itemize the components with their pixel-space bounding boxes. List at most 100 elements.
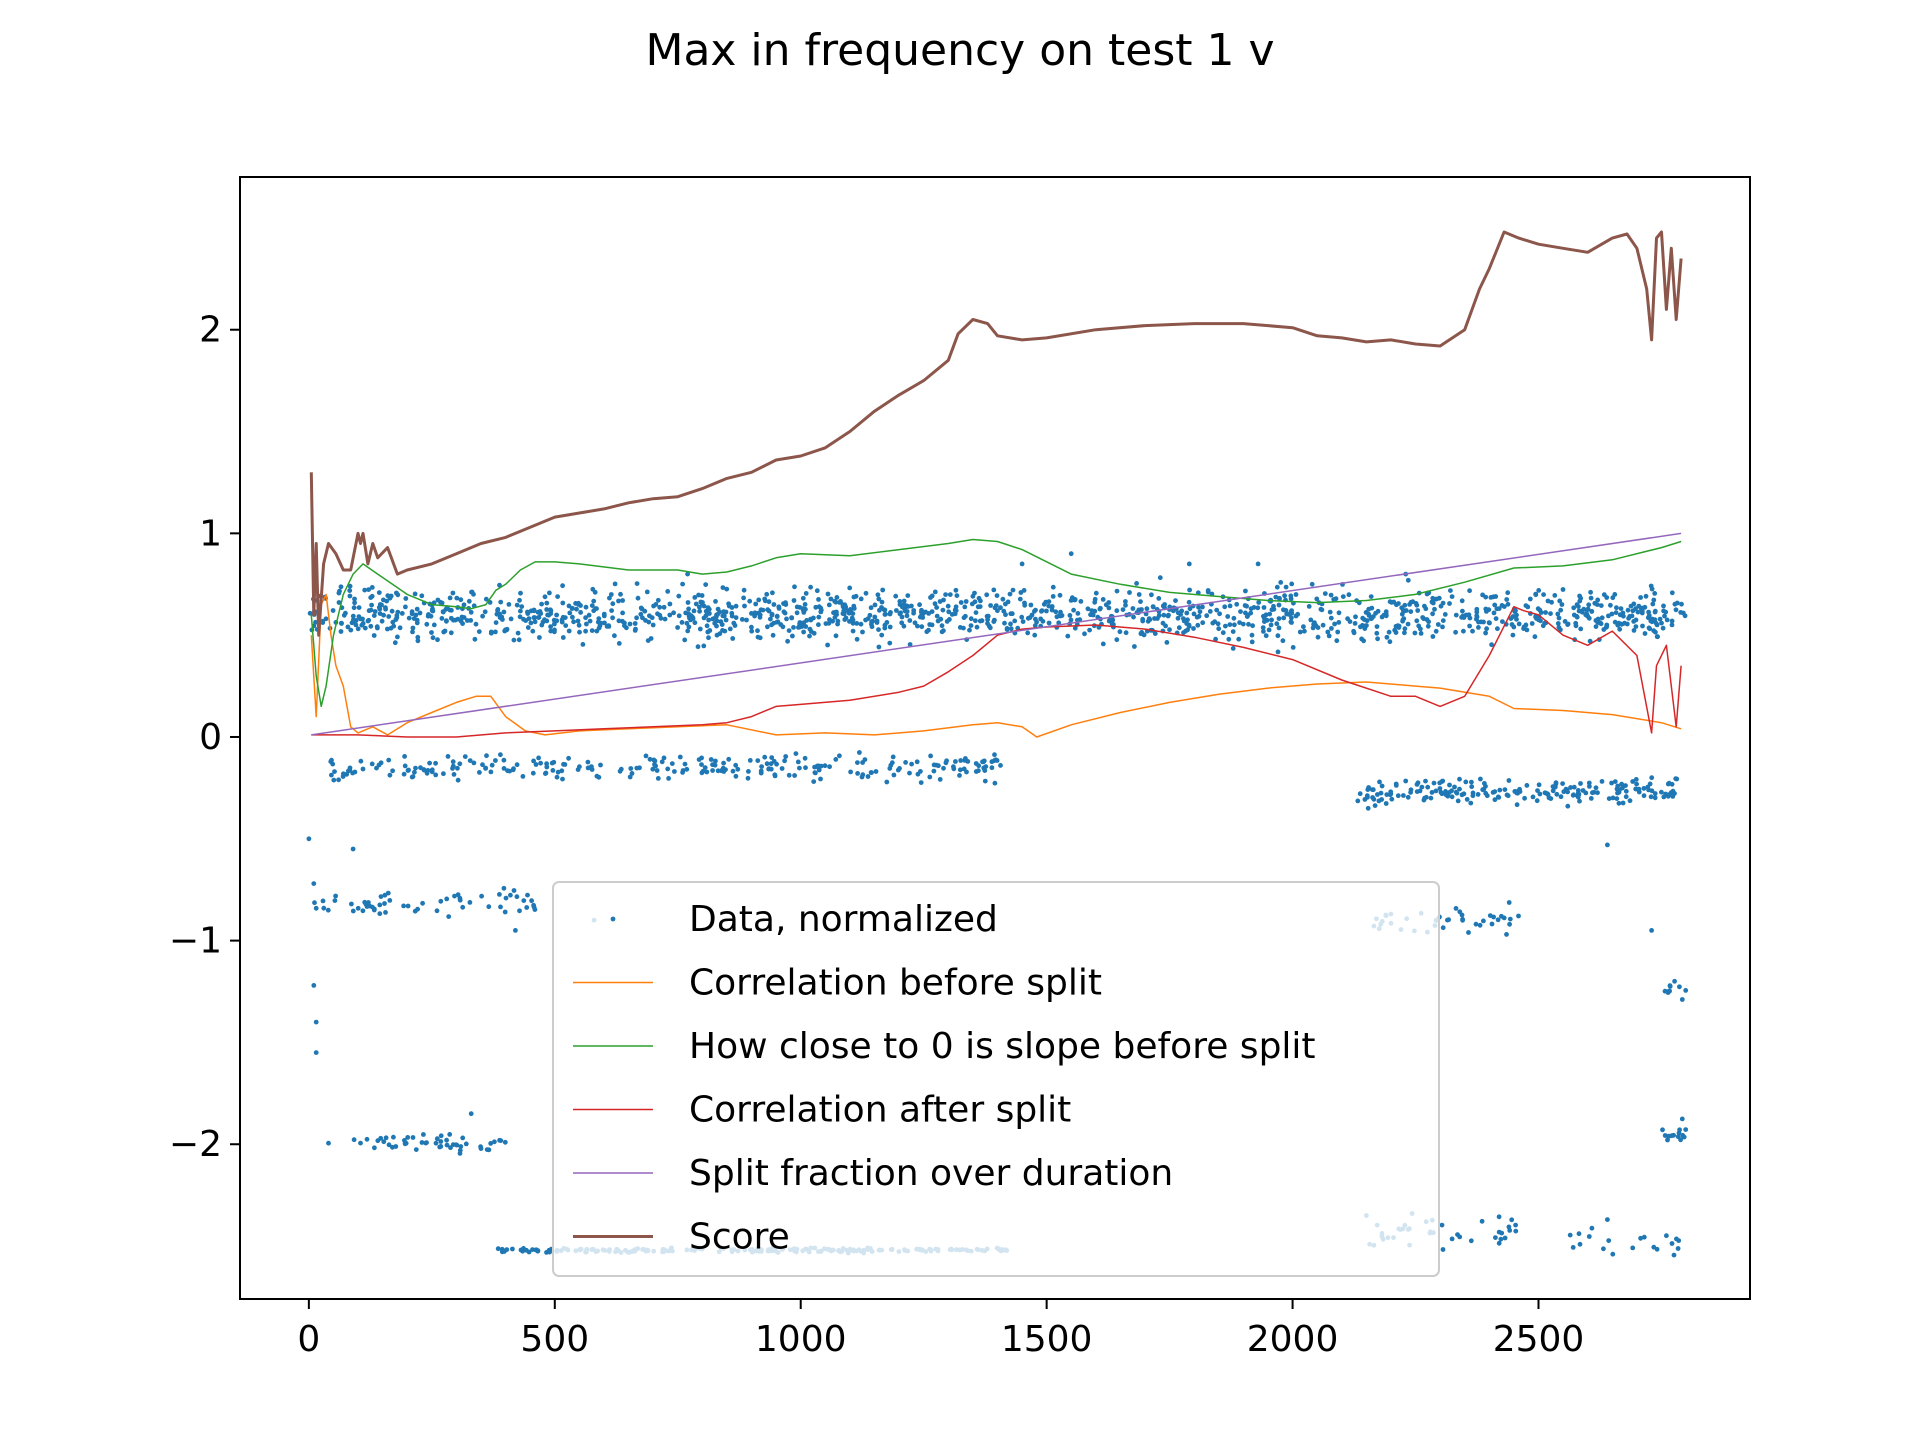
legend-box xyxy=(552,881,1440,1277)
data-point xyxy=(1033,607,1038,613)
data-point xyxy=(530,628,536,634)
data-point xyxy=(963,613,968,619)
data-point xyxy=(542,594,548,600)
data-point xyxy=(1506,900,1512,905)
data-point xyxy=(1510,632,1516,638)
data-point xyxy=(548,624,553,630)
data-point xyxy=(532,619,538,625)
data-point xyxy=(616,598,621,604)
data-point xyxy=(704,769,710,775)
data-point xyxy=(717,609,722,615)
data-point xyxy=(843,615,849,621)
data-point xyxy=(1606,1238,1612,1243)
data-point xyxy=(1516,913,1521,919)
data-point xyxy=(1213,636,1218,642)
data-point xyxy=(508,892,513,898)
data-point xyxy=(830,618,835,624)
data-point xyxy=(726,603,732,609)
data-point xyxy=(463,1141,469,1147)
data-point xyxy=(828,596,834,602)
data-point xyxy=(1509,622,1515,627)
data-point xyxy=(797,605,803,610)
data-point xyxy=(369,602,374,608)
data-point xyxy=(539,601,544,607)
data-point xyxy=(739,617,745,622)
x-tick-label: 500 xyxy=(520,1319,589,1360)
x-tick-label: 0 xyxy=(297,1319,320,1360)
data-point xyxy=(811,779,817,784)
data-point xyxy=(1459,598,1465,604)
data-point xyxy=(578,610,583,615)
data-point xyxy=(425,768,431,773)
data-point xyxy=(1012,618,1018,624)
data-point xyxy=(1683,988,1689,993)
data-point xyxy=(1476,625,1481,630)
data-point xyxy=(785,638,790,644)
data-point xyxy=(1430,595,1436,601)
data-point xyxy=(1449,788,1454,794)
data-point xyxy=(1120,607,1126,612)
data-point xyxy=(395,592,401,598)
data-point xyxy=(993,603,999,608)
data-point xyxy=(414,606,420,612)
data-point xyxy=(650,622,656,628)
data-point xyxy=(1010,587,1016,593)
data-point xyxy=(495,611,501,617)
data-point xyxy=(388,625,394,631)
data-point xyxy=(1498,1236,1504,1242)
data-point xyxy=(1662,988,1668,994)
data-point xyxy=(559,768,565,774)
data-point xyxy=(994,758,1000,763)
data-point xyxy=(457,897,463,903)
data-point xyxy=(667,601,673,607)
data-point xyxy=(506,602,512,607)
data-point xyxy=(1432,606,1437,612)
data-point xyxy=(811,630,817,636)
data-point xyxy=(321,905,327,911)
data-point xyxy=(1641,1234,1647,1240)
data-point xyxy=(1522,795,1527,801)
data-point xyxy=(661,604,667,610)
data-point xyxy=(764,591,770,597)
data-point xyxy=(312,900,317,906)
data-point xyxy=(789,615,794,620)
data-point xyxy=(1217,611,1222,617)
data-point xyxy=(894,608,899,613)
data-point xyxy=(385,626,390,632)
data-point xyxy=(390,619,396,625)
data-point xyxy=(351,1137,357,1143)
data-point xyxy=(1457,776,1462,782)
data-point xyxy=(1255,561,1261,567)
data-point xyxy=(387,772,393,778)
data-point xyxy=(1679,601,1684,607)
data-point xyxy=(1536,588,1542,593)
data-point xyxy=(1414,618,1420,624)
data-point xyxy=(313,1019,319,1025)
data-point xyxy=(1353,614,1358,620)
data-point xyxy=(890,754,896,760)
data-point xyxy=(1496,795,1502,800)
data-point xyxy=(576,600,581,606)
data-point xyxy=(909,761,914,767)
data-point xyxy=(1590,790,1595,796)
data-point xyxy=(1548,611,1553,616)
data-point xyxy=(1467,615,1473,621)
data-point xyxy=(869,619,874,625)
data-point xyxy=(1633,617,1639,623)
data-point xyxy=(1260,625,1266,630)
data-point xyxy=(387,898,393,903)
data-point xyxy=(1383,801,1389,806)
data-point xyxy=(371,613,377,618)
data-point xyxy=(1573,623,1579,629)
data-point xyxy=(893,593,899,599)
data-point xyxy=(1325,629,1331,635)
data-point xyxy=(1492,602,1498,608)
data-point xyxy=(348,627,354,633)
data-point xyxy=(1652,791,1658,796)
data-point xyxy=(835,618,841,624)
data-point xyxy=(991,619,997,624)
data-point xyxy=(752,610,758,616)
data-point xyxy=(733,603,739,609)
data-point xyxy=(1488,595,1494,600)
data-point xyxy=(1275,633,1281,639)
